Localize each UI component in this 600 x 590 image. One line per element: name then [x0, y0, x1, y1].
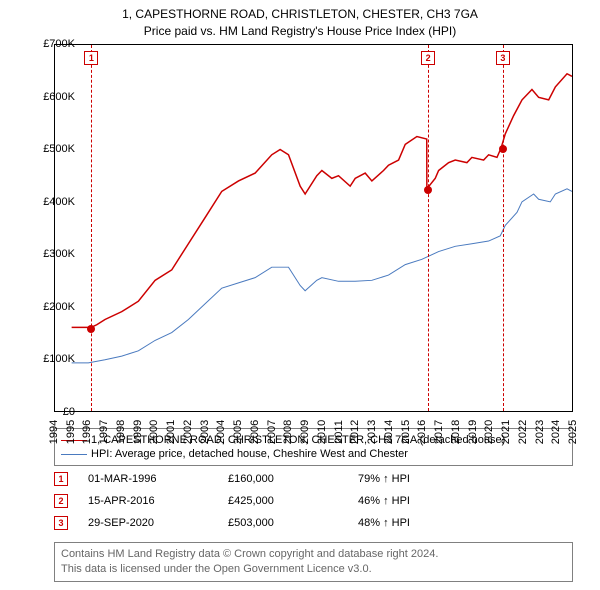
footer-line2: This data is licensed under the Open Gov…: [61, 562, 566, 577]
x-axis-label: 2007: [266, 412, 278, 452]
x-axis-label: 2006: [249, 412, 261, 452]
event-dot: [424, 186, 432, 194]
x-axis-label: 2013: [366, 412, 378, 452]
x-axis-label: 2019: [467, 412, 479, 452]
event-pct: 46% ↑ HPI: [358, 495, 488, 507]
event-date: 29-SEP-2020: [88, 517, 228, 529]
event-vline: [428, 45, 429, 411]
x-axis-label: 2018: [450, 412, 462, 452]
event-price: £503,000: [228, 517, 358, 529]
x-axis-label: 2023: [534, 412, 546, 452]
x-axis-label: 2011: [333, 412, 345, 452]
event-pct: 48% ↑ HPI: [358, 517, 488, 529]
title-line1: 1, CAPESTHORNE ROAD, CHRISTLETON, CHESTE…: [0, 6, 600, 23]
y-axis-label: £700K: [25, 38, 75, 50]
event-dot: [499, 145, 507, 153]
x-axis-label: 2022: [517, 412, 529, 452]
x-axis-label: 1996: [81, 412, 93, 452]
x-axis-label: 2002: [182, 412, 194, 452]
x-axis-label: 2021: [500, 412, 512, 452]
x-axis-label: 1997: [98, 412, 110, 452]
x-axis-label: 2004: [215, 412, 227, 452]
events-table: 1 01-MAR-1996£160,00079% ↑ HPI 2 15-APR-201…: [54, 468, 573, 534]
x-axis-label: 1995: [65, 412, 77, 452]
y-axis-label: £500K: [25, 143, 75, 155]
x-axis-label: 2008: [282, 412, 294, 452]
x-axis-label: 2014: [383, 412, 395, 452]
y-axis-label: £300K: [25, 248, 75, 260]
x-axis-label: 2016: [416, 412, 428, 452]
x-axis-label: 1998: [115, 412, 127, 452]
event-price: £425,000: [228, 495, 358, 507]
x-axis-label: 2001: [165, 412, 177, 452]
y-axis-label: £200K: [25, 301, 75, 313]
x-axis-label: 2009: [299, 412, 311, 452]
event-vline: [503, 45, 504, 411]
x-axis-label: 1994: [48, 412, 60, 452]
x-axis-label: 2015: [400, 412, 412, 452]
event-num: 3: [54, 516, 68, 530]
chart-area: 1 2 3: [54, 44, 573, 412]
event-marker: 3: [496, 51, 510, 65]
series-1-line: [72, 74, 572, 328]
chart-svg: [55, 45, 572, 411]
title-line2: Price paid vs. HM Land Registry's House …: [0, 23, 600, 40]
legend-swatch-2: [61, 454, 87, 455]
event-marker: 2: [421, 51, 435, 65]
footer-line1: Contains HM Land Registry data © Crown c…: [61, 547, 566, 562]
y-axis-label: £600K: [25, 91, 75, 103]
event-price: £160,000: [228, 473, 358, 485]
event-num: 2: [54, 494, 68, 508]
footer: Contains HM Land Registry data © Crown c…: [54, 542, 573, 582]
x-axis-label: 2003: [199, 412, 211, 452]
event-pct: 79% ↑ HPI: [358, 473, 488, 485]
event-marker: 1: [84, 51, 98, 65]
event-vline: [91, 45, 92, 411]
x-axis-label: 1999: [132, 412, 144, 452]
event-row: 2 15-APR-2016£425,00046% ↑ HPI: [54, 490, 573, 512]
x-axis-label: 2024: [550, 412, 562, 452]
chart-title: 1, CAPESTHORNE ROAD, CHRISTLETON, CHESTE…: [0, 0, 600, 40]
event-row: 1 01-MAR-1996£160,00079% ↑ HPI: [54, 468, 573, 490]
x-axis-label: 2010: [316, 412, 328, 452]
event-date: 15-APR-2016: [88, 495, 228, 507]
x-axis-label: 2012: [349, 412, 361, 452]
event-row: 3 29-SEP-2020£503,00048% ↑ HPI: [54, 512, 573, 534]
y-axis-label: £100K: [25, 353, 75, 365]
series-2-line: [72, 189, 572, 363]
y-axis-label: £400K: [25, 196, 75, 208]
x-axis-label: 2017: [433, 412, 445, 452]
x-axis-label: 2005: [232, 412, 244, 452]
x-axis-label: 2025: [567, 412, 579, 452]
event-num: 1: [54, 472, 68, 486]
x-axis-label: 2000: [148, 412, 160, 452]
x-axis-label: 2020: [483, 412, 495, 452]
event-date: 01-MAR-1996: [88, 473, 228, 485]
event-dot: [87, 325, 95, 333]
